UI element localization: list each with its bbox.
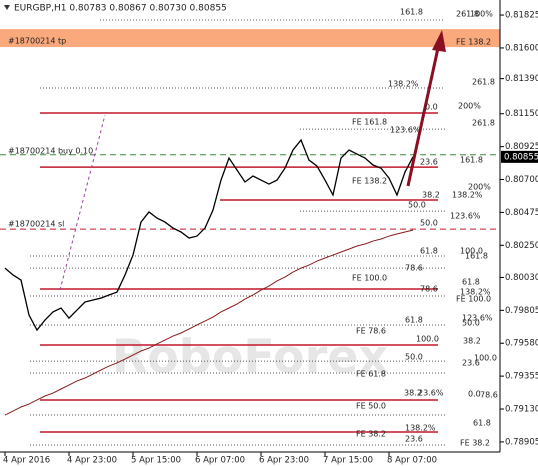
- y-tick-label: 0.81150: [505, 109, 538, 119]
- last-price-label: 0.80855: [504, 152, 538, 162]
- x-tick-label: 5 Apr 15:00: [131, 456, 181, 466]
- y-tick-label: 0.80700: [505, 175, 538, 185]
- annotation: FE 78.6: [356, 327, 386, 336]
- annotation: 100.0: [416, 335, 439, 344]
- y-tick-label: 0.80925: [505, 142, 538, 152]
- annotation: 161.8: [465, 252, 488, 261]
- annotation: 23.6: [405, 435, 423, 444]
- annotation: 123.6%: [450, 212, 481, 221]
- arrow-shaft: [406, 47, 440, 187]
- annotation: 100.0: [460, 247, 483, 256]
- annotation: 61.8: [473, 419, 491, 428]
- annotation: 23.6: [420, 158, 438, 167]
- annotation: 138.2%: [388, 80, 419, 89]
- annotation: 50.0: [420, 219, 438, 228]
- x-tick-label: 4 Apr 2016: [3, 456, 50, 466]
- watermark: RoboForex: [112, 330, 388, 384]
- annotation: FE 138.2: [352, 177, 387, 186]
- annotation: 0.0: [468, 390, 481, 399]
- annotation: FE 161.8: [352, 118, 387, 127]
- annotation: #18700214 sl: [8, 220, 64, 229]
- annotation: 200%: [458, 102, 481, 111]
- annotation: 61.8: [405, 316, 423, 325]
- annotation: 78.6: [480, 391, 498, 400]
- annotation: 61.8: [420, 247, 438, 256]
- chart-title: EURGBP,H1 0.80783 0.80867 0.80730 0.8085…: [14, 4, 227, 14]
- y-tick-label: 0.79130: [505, 405, 538, 415]
- annotation: 138.2%: [405, 424, 436, 433]
- annotation: 261.8: [456, 10, 479, 19]
- annotation: FE 38.2: [460, 439, 490, 448]
- y-tick-label: 0.79355: [505, 372, 538, 382]
- annotation: FE 50.0: [356, 402, 386, 411]
- y-tick-label: 0.81825: [505, 11, 538, 21]
- annotation: 123.6%: [462, 314, 493, 323]
- x-tick-label: 6 Apr 23:00: [259, 456, 309, 466]
- annotation: 138.2%: [452, 191, 483, 200]
- annotation: 138.2%: [460, 288, 491, 297]
- annotation: 78.6: [405, 264, 423, 273]
- y-tick-label: 0.79580: [505, 339, 538, 349]
- y-tick-label: 0.81390: [505, 74, 538, 84]
- annotation: 61.8: [462, 278, 480, 287]
- annotation: 161.8: [460, 156, 483, 165]
- annotation: 50.0: [408, 201, 426, 210]
- annotation: 50.0: [405, 353, 423, 362]
- y-tick-label: 0.79805: [505, 306, 538, 316]
- x-tick-label: 7 Apr 15:00: [323, 456, 373, 466]
- y-tick-label: 0.78905: [505, 437, 538, 447]
- annotation: 38.2: [404, 389, 422, 398]
- annotation: #18700214 tp: [8, 37, 66, 46]
- annotation: FE 61.8: [356, 370, 386, 379]
- last-price-box: [501, 150, 538, 163]
- annotation: 0.0: [425, 103, 438, 112]
- annotation: 261.8: [472, 119, 495, 128]
- x-tick-label: 8 Apr 07:00: [387, 456, 437, 466]
- annotation: 200%: [468, 183, 491, 192]
- annotation: FE 100.0: [352, 274, 387, 283]
- annotation: 261.8: [472, 78, 495, 87]
- y-tick-label: 0.80030: [505, 273, 538, 283]
- symbol-icon: [4, 5, 10, 10]
- moving-average: [4, 229, 414, 416]
- tp-zone: [0, 29, 500, 48]
- annotation: 50.0: [462, 319, 480, 328]
- y-tick-label: 0.81600: [505, 43, 538, 53]
- trend-line: [59, 114, 106, 291]
- plot-area: RoboForex: [0, 19, 500, 446]
- annotation: FE 138.2: [456, 38, 491, 47]
- annotation: 100.0: [474, 354, 497, 363]
- annotation: 38.2: [463, 337, 481, 346]
- annotation: #18700214 buy 0.10: [8, 147, 93, 156]
- arrow-head: [432, 30, 446, 52]
- annotation: 123.6%: [390, 126, 421, 135]
- y-tick-label: 0.80475: [505, 208, 538, 218]
- annotation: 78.6: [420, 285, 438, 294]
- y-tick-label: 0.80250: [505, 241, 538, 251]
- annotation: 23.6%: [418, 389, 444, 398]
- annotation: 100%: [470, 10, 493, 19]
- price-line: [4, 138, 414, 332]
- annotation: FE 100.0: [456, 295, 491, 304]
- x-tick-label: 4 Apr 23:00: [67, 456, 117, 466]
- x-tick-label: 6 Apr 07:00: [195, 456, 245, 466]
- annotation: 23.6: [462, 359, 480, 368]
- annotation: 161.8: [400, 8, 423, 17]
- annotation: 38.2: [422, 191, 440, 200]
- annotation: FE 38.2: [356, 430, 386, 439]
